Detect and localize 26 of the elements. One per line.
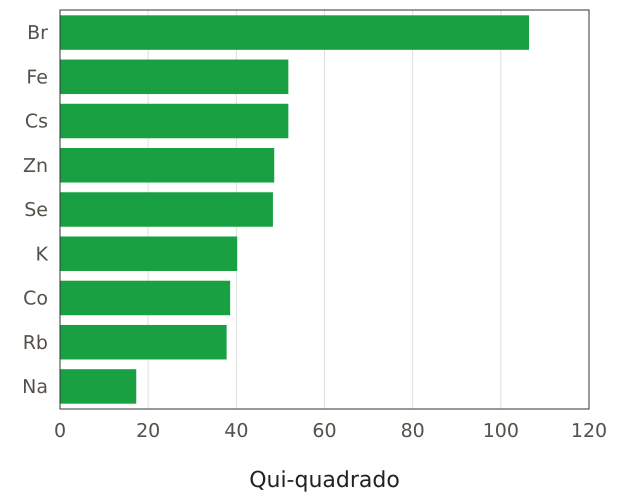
y-tick-label: Co: [23, 288, 48, 310]
y-tick-label: Fe: [26, 66, 48, 88]
bar: [60, 60, 288, 94]
x-tick-label: 40: [224, 420, 248, 442]
x-tick-label: 80: [400, 420, 425, 442]
x-tick-label: 20: [136, 420, 160, 442]
y-tick-label: Na: [22, 376, 48, 398]
bar: [60, 148, 274, 183]
bar: [60, 15, 530, 50]
bar: [60, 280, 230, 316]
bar: [60, 236, 238, 271]
y-tick-label: Cs: [24, 110, 48, 133]
y-tick-label: K: [36, 243, 49, 266]
bar: [60, 104, 288, 138]
bar: [60, 192, 273, 227]
x-tick-label: 0: [54, 420, 66, 442]
x-tick-label: 100: [482, 420, 519, 442]
y-tick-label: Br: [27, 22, 48, 44]
x-tick-label: 60: [312, 420, 337, 442]
y-tick-label: Zn: [22, 154, 48, 177]
x-axis-title: Qui-quadrado: [249, 468, 400, 493]
bar: [60, 369, 136, 404]
y-tick-label: Se: [24, 199, 48, 222]
x-tick-label: 120: [570, 420, 608, 442]
y-tick-label: Rb: [22, 332, 48, 354]
bar: [60, 324, 227, 360]
